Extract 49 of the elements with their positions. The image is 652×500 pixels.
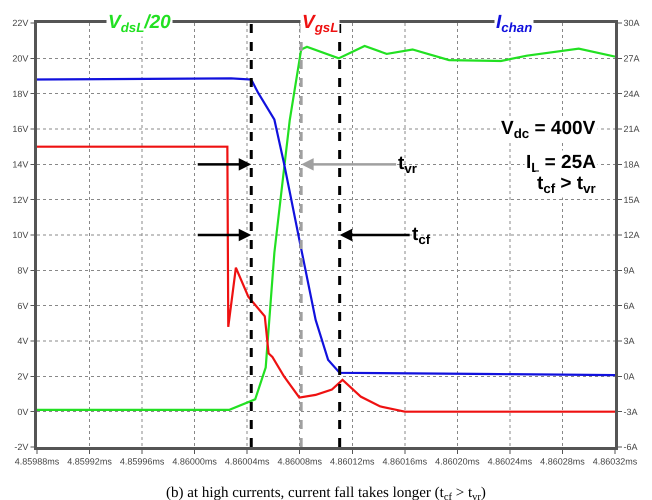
annotation: t$_{cf}$ <box>412 224 431 247</box>
y-tick-label: 10V <box>12 230 28 240</box>
x-tick-label: 4.86004ms <box>224 456 270 467</box>
y2-tick-label: 18A <box>624 159 640 170</box>
x-tick-label: 4.85988ms <box>14 456 60 467</box>
y2-tick-label: 9A <box>624 265 635 276</box>
y-tick-label: 18V <box>12 88 28 99</box>
line-series <box>37 44 615 411</box>
annotation: t$_{cf}$ > t$_{vr}$ <box>537 173 596 196</box>
y-tick-label: 8V <box>17 265 28 276</box>
x-tick-label: 4.86000ms <box>172 456 218 467</box>
line-series <box>37 146 615 413</box>
annotation: V$_{dc}$ = 400V <box>501 118 596 141</box>
x-tick-label: 4.86020ms <box>435 456 480 467</box>
y2-tick-label: -6A <box>624 442 638 452</box>
x-tick-label: 4.86012ms <box>330 456 376 467</box>
x-tick-label: 4.85992ms <box>67 456 112 467</box>
text: (b) at high currents, current fall takes longer (t$_{cf}$ > t$_{vr}$) <box>166 485 486 500</box>
x-tick-label: 4.85996ms <box>120 456 165 467</box>
x-tick-label: 4.86016ms <box>382 456 428 467</box>
text: V$_{gsL}$ <box>302 12 338 35</box>
x-tick-label: 4.86024ms <box>488 456 533 467</box>
annotation: t$_{vr}$ <box>398 153 417 176</box>
text: I$_{chan}$ <box>496 12 532 35</box>
y2-tick-label: 0A <box>624 371 635 382</box>
y-tick-label: 14V <box>12 159 28 170</box>
y2-tick-label: 3A <box>624 336 635 346</box>
y2-tick-label: 21A <box>624 124 640 134</box>
line-series <box>37 77 615 376</box>
y-tick-label: -2V <box>14 442 28 452</box>
y2-tick-label: 12A <box>624 230 640 240</box>
y2-tick-label: 30A <box>624 18 640 28</box>
text: V$_{dsL}$/20 <box>108 12 172 35</box>
y-tick-label: 4V <box>17 336 28 346</box>
y2-tick-label: 24A <box>624 88 640 99</box>
x-tick-label: 4.86028ms <box>540 456 586 467</box>
y-tick-label: 22V <box>12 18 28 28</box>
x-tick-label: 4.86008ms <box>277 456 322 467</box>
y-tick-label: 16V <box>12 124 28 134</box>
y-tick-label: 6V <box>17 300 28 311</box>
y2-tick-label: 6A <box>624 300 635 311</box>
y-tick-label: 0V <box>17 406 28 417</box>
y2-tick-label: -3A <box>624 406 638 417</box>
y-tick-label: 20V <box>12 53 28 64</box>
x-tick-label: 4.86032ms <box>592 456 638 467</box>
y2-tick-label: 15A <box>624 194 640 205</box>
y-tick-label: 12V <box>12 194 28 205</box>
y-tick-label: 2V <box>17 371 28 382</box>
y2-tick-label: 27A <box>624 53 640 64</box>
